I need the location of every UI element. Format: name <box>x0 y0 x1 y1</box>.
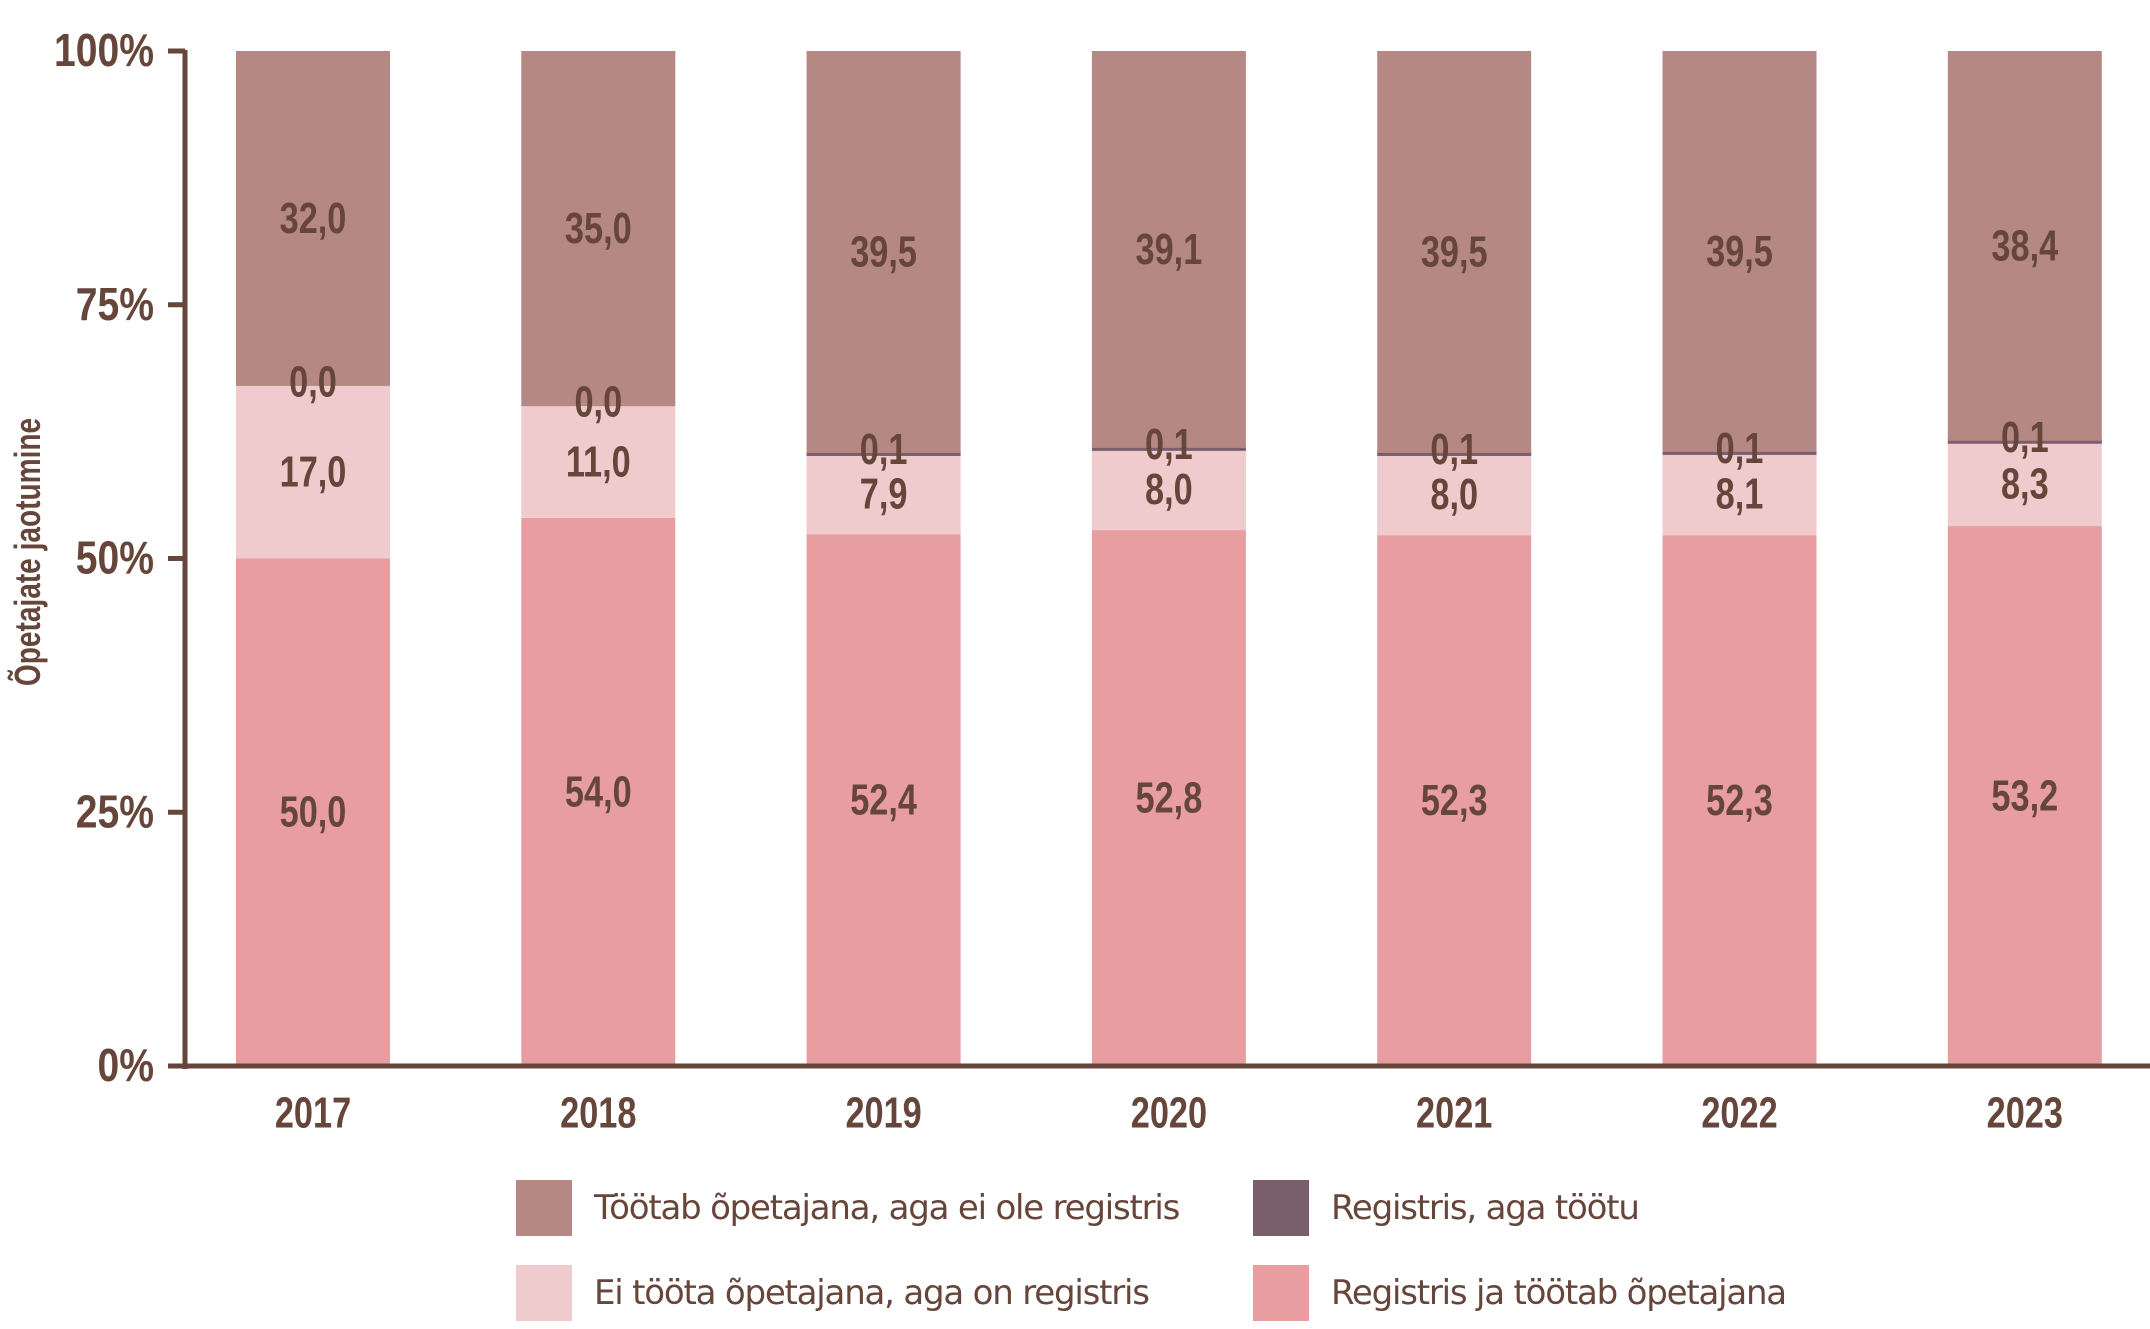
bar-segment <box>521 517 676 1066</box>
bar-segment <box>1091 445 1246 451</box>
bar-segment <box>1947 438 2102 444</box>
x-tick-label: 2020 <box>1131 1088 1207 1137</box>
bar-stack-2022 <box>1662 51 1817 1066</box>
bar-segment <box>1662 452 1817 536</box>
legend-swatch <box>516 1180 572 1236</box>
bar-segment <box>806 450 961 456</box>
bar-segment <box>521 406 676 518</box>
data-label: 39,5 <box>1421 227 1488 276</box>
x-tick-label: 2019 <box>845 1088 921 1137</box>
bar-segment <box>1377 450 1532 456</box>
legend-label: Töötab õpetajana, aga ei ole registris <box>594 1188 1180 1228</box>
bar-stack-2019 <box>806 51 961 1066</box>
bar-segment <box>806 51 961 453</box>
data-label: 0,1 <box>1145 420 1193 469</box>
data-label: 52,3 <box>1706 776 1773 825</box>
data-label: 52,4 <box>850 776 917 825</box>
bar-segment <box>1377 51 1532 453</box>
bar-stack-2021 <box>1377 51 1532 1066</box>
data-label: 0,0 <box>574 378 622 427</box>
data-label: 0,1 <box>860 425 908 474</box>
y-tick-label: 100% <box>54 25 154 77</box>
legend-swatch <box>516 1265 572 1321</box>
data-label: 8,1 <box>1716 470 1764 519</box>
bar-segment <box>1947 51 2102 441</box>
data-label: 8,0 <box>1145 465 1193 514</box>
data-label: 8,0 <box>1430 470 1478 519</box>
x-tick-label: 2023 <box>1987 1088 2063 1137</box>
y-tick-label: 0% <box>97 1040 154 1092</box>
bar-segment <box>1091 51 1246 448</box>
x-tick-label: 2022 <box>1701 1088 1777 1137</box>
legend-label: Registris ja töötab õpetajana <box>1331 1273 1787 1313</box>
bar-stack-2017 <box>236 51 390 1066</box>
bar-segment <box>1662 535 1817 1066</box>
data-label: 54,0 <box>565 767 632 816</box>
bar-segment <box>1947 441 2102 527</box>
data-label: 32,0 <box>280 194 347 243</box>
y-axis-title: Õpetajate jaotumine <box>8 418 48 686</box>
legend-swatch <box>1253 1265 1309 1321</box>
bars-layer <box>236 51 2102 1066</box>
data-label: 52,3 <box>1421 776 1488 825</box>
data-label: 0,1 <box>2001 413 2049 462</box>
data-label: 38,4 <box>1991 221 2058 270</box>
y-tick-label: 75% <box>76 279 154 331</box>
legend-item-ei-toota-on-registris: Ei tööta õpetajana, aga on registris <box>516 1265 1150 1321</box>
bar-segment <box>1377 453 1532 536</box>
data-label: 53,2 <box>1991 771 2058 820</box>
data-label: 39,1 <box>1136 225 1203 274</box>
data-label: 0,0 <box>289 357 337 406</box>
bar-stack-2020 <box>1091 51 1246 1066</box>
data-label: 11,0 <box>566 438 631 487</box>
data-label: 39,5 <box>1706 227 1773 276</box>
x-tick-label: 2017 <box>275 1088 351 1137</box>
legend-label: Ei tööta õpetajana, aga on registris <box>594 1273 1150 1313</box>
axes-layer: 0% 25% 50% 75% 100% <box>54 25 2150 1092</box>
data-labels-layer: 50,0 17,0 0,0 32,0 2017 54,0 11,0 0,0 35,0 2018 52… <box>275 194 2063 1138</box>
x-tick-label: 2021 <box>1416 1088 1492 1137</box>
bar-segment <box>1377 535 1532 1066</box>
x-tick-label: 2018 <box>560 1088 636 1137</box>
data-label: 0,1 <box>1430 425 1478 474</box>
bar-segment <box>806 453 961 535</box>
bar-segment <box>1662 51 1817 452</box>
y-tick-label: 25% <box>76 786 154 838</box>
bar-stack-2018 <box>521 51 676 1066</box>
data-label: 8,3 <box>2001 459 2049 508</box>
bar-segment <box>521 51 676 407</box>
bar-segment <box>236 385 390 559</box>
bar-segment <box>236 558 390 1066</box>
data-label: 0,1 <box>1716 424 1764 473</box>
bar-segment <box>1091 448 1246 531</box>
legend-label: Registris, aga töötu <box>1331 1188 1640 1228</box>
bar-segment <box>1091 530 1246 1066</box>
legend-item-registris-ja-tootab: Registris ja töötab õpetajana <box>1253 1265 1787 1321</box>
legend-swatch <box>1253 1180 1309 1236</box>
bar-stack-2023 <box>1947 51 2102 1066</box>
bar-segment <box>236 51 390 386</box>
data-label: 17,0 <box>280 448 347 497</box>
legend-item-tootab-ei-ole-registris: Töötab õpetajana, aga ei ole registris <box>516 1180 1180 1236</box>
data-label: 39,5 <box>850 227 917 276</box>
legend-item-registris-tootu: Registris, aga töötu <box>1253 1180 1640 1236</box>
y-tick-label: 50% <box>76 533 154 585</box>
bar-segment <box>806 534 961 1066</box>
bar-segment <box>1947 526 2102 1066</box>
bar-segment <box>1662 449 1817 455</box>
data-label: 35,0 <box>565 204 632 253</box>
data-label: 52,8 <box>1136 774 1203 823</box>
data-label: 7,9 <box>860 470 908 519</box>
data-label: 50,0 <box>280 788 347 837</box>
